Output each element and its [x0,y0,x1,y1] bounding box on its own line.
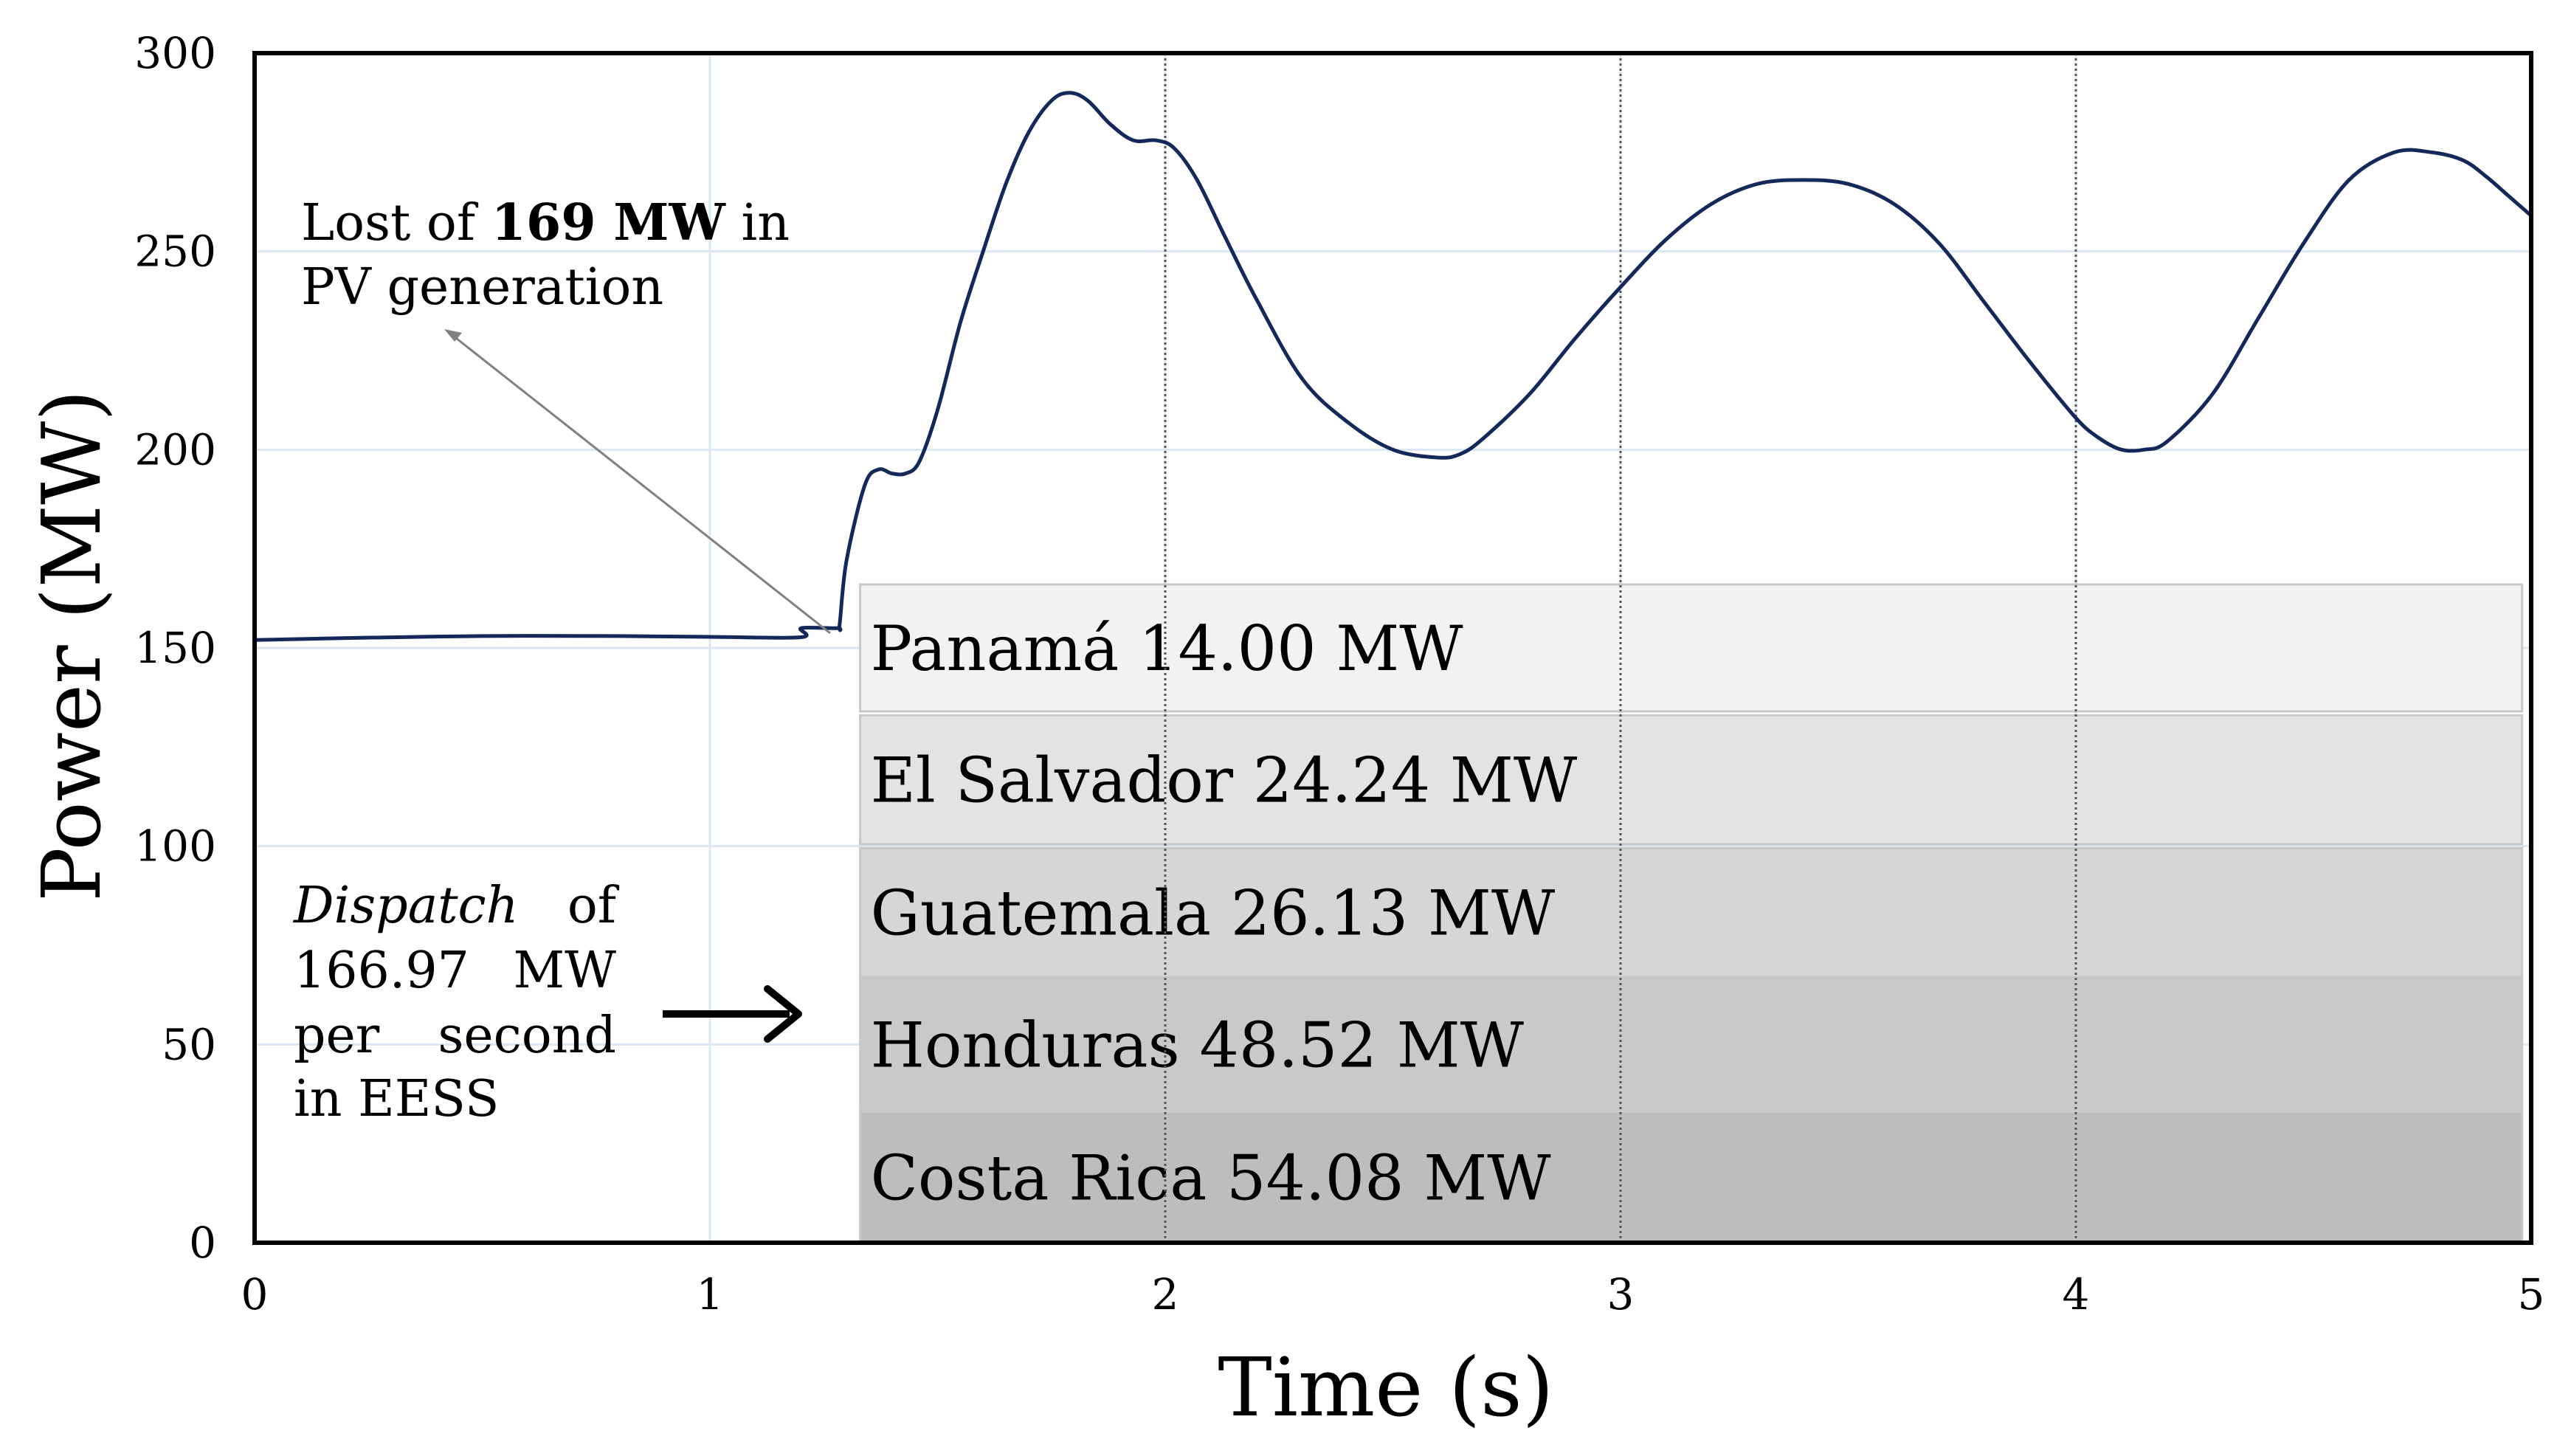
dispatch-line-4: in EESS [294,1070,499,1128]
x-axis-title: Time (s) [1218,1340,1553,1435]
dispatch-band [859,714,2524,846]
dispatch-band [859,846,2524,979]
x-tick-label: 2 [1152,1269,1179,1319]
dispatch-band-label: Guatemala 26.13 MW [871,877,1556,950]
dispatch-line-2-value: 166.97 [294,942,469,1000]
dispatch-word: Dispatch [292,877,518,935]
pv-loss-arrowhead-icon [444,329,462,342]
pv-loss-line-1: Lost of 169 MW in [301,193,790,252]
dispatch-band-label: Costa Rica 54.08 MW [871,1142,1552,1214]
dispatch-line-1: Dispatch [292,877,518,935]
pv-loss-prefix: Lost of [301,194,491,252]
dispatch-annotation: Dispatch of 166.97 MW per second in EESS [292,877,802,1128]
series-layer [254,91,2533,642]
y-tick-label: 0 [189,1218,216,1268]
time-markers [1164,53,2077,1243]
x-tick-label: 0 [241,1269,269,1319]
pv-loss-line-2: PV generation [301,258,663,317]
x-tick-label: 1 [697,1269,724,1319]
y-tick-label: 300 [134,28,216,78]
dispatch-band-label: El Salvador 24.24 MW [871,745,1578,817]
y-tick-label: 250 [134,227,216,277]
y-tick-label: 100 [134,821,216,872]
x-tick-label: 5 [2518,1269,2545,1319]
pv-loss-value: 169 MW [491,193,727,252]
dispatch-band-label: Honduras 48.52 MW [871,1009,1525,1081]
dispatch-line-1-end: of [567,877,620,935]
dispatch-line-2-unit: MW [513,942,616,1000]
dispatch-line-3-end: second [438,1007,617,1065]
y-axis-title: Power (MW) [24,390,119,902]
y-tick-label: 150 [134,623,216,673]
series-line [254,91,2533,642]
pv-loss-arrow [452,334,831,635]
dispatch-band [859,583,2524,713]
y-tick-label: 50 [162,1019,216,1069]
y-tick-label: 200 [134,424,216,475]
x-tick-labels: 0 1 2 3 4 5 [241,1269,2545,1319]
dispatch-band-label: Panamá 14.00 MW [871,613,1464,685]
dispatch-arrowhead-icon [764,985,802,1043]
dispatch-bands: Panamá 14.00 MW El Salvador 24.24 MW Guate… [859,583,2524,1244]
pv-loss-annotation: Lost of 169 MW in PV generation [301,193,831,635]
x-tick-label: 3 [1607,1269,1635,1319]
dispatch-band [859,978,2524,1111]
x-tick-label: 4 [2063,1269,2090,1319]
y-tick-labels: 0 50 100 150 200 250 300 [134,28,216,1268]
pv-loss-suffix: in [725,194,790,252]
plot-frame [252,51,2533,1245]
dispatch-line-3-start: per [294,1007,380,1065]
